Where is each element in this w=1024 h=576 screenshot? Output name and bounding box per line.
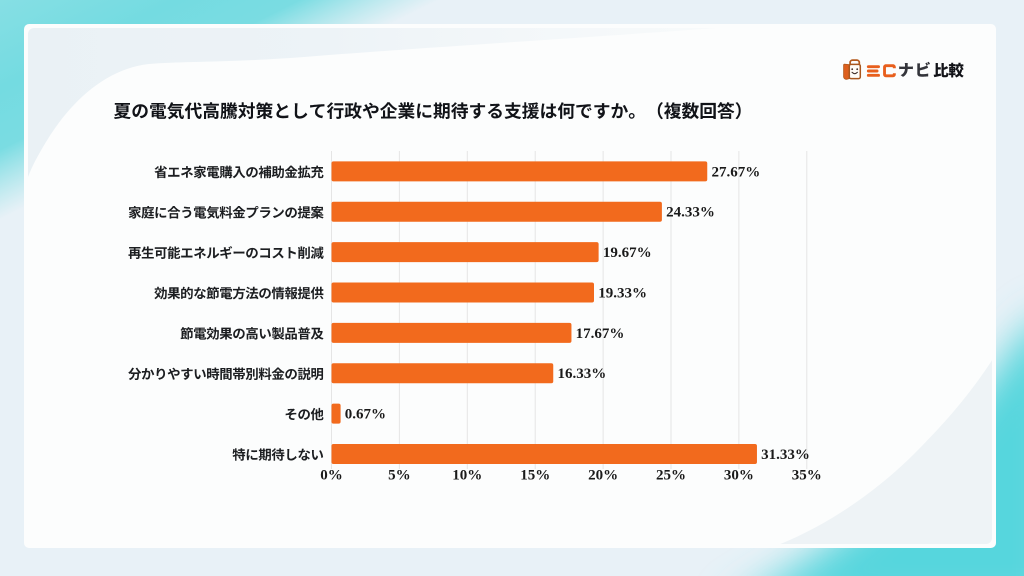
svg-text:30%: 30% (724, 468, 754, 484)
svg-text:0%: 0% (320, 468, 343, 484)
svg-text:10%: 10% (452, 468, 482, 484)
svg-text:5%: 5% (388, 468, 411, 484)
svg-text:19.67%: 19.67% (603, 245, 652, 261)
svg-text:24.33%: 24.33% (666, 205, 715, 221)
svg-text:0.67%: 0.67% (345, 407, 386, 423)
svg-text:27.67%: 27.67% (711, 164, 760, 180)
svg-text:31.33%: 31.33% (761, 447, 810, 463)
svg-text:15%: 15% (520, 468, 550, 484)
svg-text:20%: 20% (588, 468, 618, 484)
svg-text:19.33%: 19.33% (598, 285, 647, 301)
svg-text:17.67%: 17.67% (576, 326, 625, 342)
svg-text:16.33%: 16.33% (557, 366, 606, 382)
svg-text:35%: 35% (792, 468, 822, 484)
svg-text:25%: 25% (656, 468, 686, 484)
